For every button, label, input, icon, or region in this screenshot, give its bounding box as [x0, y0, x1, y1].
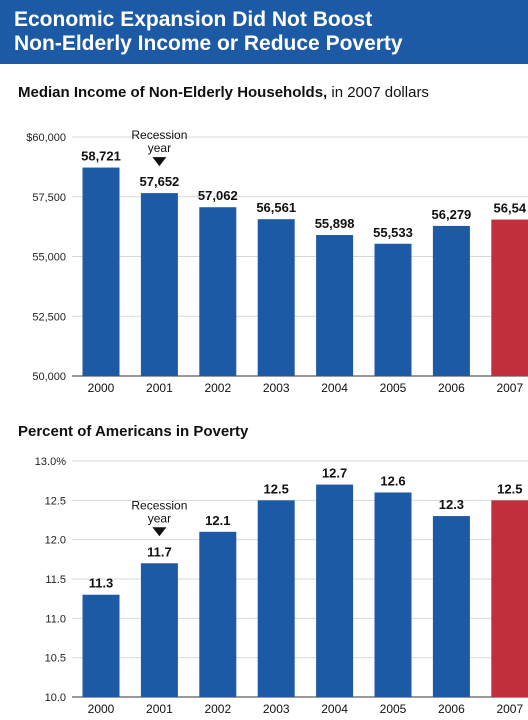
income-value-label-2000: 58,721	[81, 149, 121, 164]
poverty-bar-2006	[432, 516, 470, 697]
income-bar-2003	[257, 219, 295, 376]
poverty-value-label-2007: 12.5	[497, 481, 522, 496]
poverty-value-label-2005: 12.6	[380, 473, 405, 488]
poverty-annotation-line1: Recession	[131, 498, 187, 512]
poverty-annotation-arrow-icon	[152, 527, 167, 537]
income-xtick-label-2004: 2004	[321, 381, 348, 395]
poverty-ytick-label: 12.0	[45, 535, 66, 547]
poverty-value-label-2004: 12.7	[322, 466, 347, 481]
income-xtick-label-2007: 2007	[496, 381, 523, 395]
income-value-label-2002: 57,062	[198, 188, 238, 203]
poverty-bar-2003	[257, 500, 295, 697]
poverty-value-label-2003: 12.5	[264, 481, 289, 496]
income-ytick-label: 52,500	[32, 311, 66, 323]
header-title-line1: Economic Expansion Did Not Boost	[14, 8, 373, 31]
header-banner: Economic Expansion Did Not Boost Non-Eld…	[0, 0, 528, 64]
poverty-bar-chart: 10.0 10.5 11.0 11.5 12.0 12.5 13.0% 11.3 2000 11.…	[35, 456, 528, 716]
income-ytick-label: 50,000	[32, 371, 66, 383]
poverty-bar-2000	[82, 594, 120, 697]
poverty-xtick-label-2003: 2003	[263, 702, 290, 716]
poverty-bar-2007	[491, 500, 528, 697]
income-bar-2002	[199, 207, 237, 376]
poverty-chart-title-bold: Percent of Americans in Poverty	[18, 423, 249, 440]
income-chart-title-bold: Median Income of Non-Elderly Households,	[18, 84, 328, 101]
poverty-ytick-label: 10.5	[45, 653, 66, 665]
poverty-bar-2002	[199, 531, 237, 697]
income-bar-2001	[140, 193, 178, 376]
income-bar-2005	[374, 243, 412, 376]
poverty-xtick-label-2004: 2004	[321, 702, 348, 716]
poverty-ytick-label: 11.0	[45, 613, 66, 625]
income-xtick-label-2005: 2005	[380, 381, 407, 395]
poverty-value-label-2000: 11.3	[89, 576, 114, 591]
header-title-line2: Non-Elderly Income or Reduce Poverty	[14, 32, 403, 55]
poverty-xtick-label-2000: 2000	[88, 702, 115, 716]
income-xtick-label-2000: 2000	[88, 381, 115, 395]
poverty-bar-2001	[140, 563, 178, 697]
income-value-label-2007: 56,54	[494, 201, 527, 216]
income-annotation-line1: Recession	[131, 128, 187, 142]
income-bar-chart: 50,000 52,500 55,000 57,500 $60,000 58,721 200…	[26, 128, 528, 395]
income-value-label-2004: 55,898	[315, 216, 355, 231]
income-ytick-label: 55,000	[32, 252, 66, 264]
income-xtick-label-2006: 2006	[438, 381, 465, 395]
poverty-annotation-line2: year	[148, 511, 171, 525]
poverty-bar-2004	[316, 484, 354, 697]
income-value-label-2006: 56,279	[432, 207, 472, 222]
income-chart-title: Median Income of Non-Elderly Households,…	[18, 84, 429, 101]
income-chart-title-rest: in 2007 dollars	[327, 84, 429, 101]
poverty-xtick-label-2002: 2002	[204, 702, 231, 716]
poverty-value-label-2002: 12.1	[205, 513, 230, 528]
poverty-xtick-label-2001: 2001	[146, 702, 173, 716]
poverty-ytick-label: 10.0	[45, 692, 66, 704]
income-xtick-label-2002: 2002	[204, 381, 231, 395]
income-value-label-2005: 55,533	[373, 225, 413, 240]
poverty-xtick-label-2006: 2006	[438, 702, 465, 716]
income-value-label-2001: 57,652	[140, 174, 180, 189]
poverty-bar-2005	[374, 492, 412, 697]
poverty-ytick-label: 13.0%	[35, 456, 66, 468]
income-bar-2004	[316, 235, 354, 376]
income-bar-2007	[491, 219, 528, 376]
income-bar-2000	[82, 167, 120, 376]
poverty-xtick-label-2005: 2005	[380, 702, 407, 716]
income-ytick-label: 57,500	[32, 192, 66, 204]
poverty-xtick-label-2007: 2007	[496, 702, 523, 716]
poverty-ytick-label: 11.5	[45, 574, 66, 586]
income-xtick-label-2003: 2003	[263, 381, 290, 395]
income-ytick-label: $60,000	[26, 132, 66, 144]
poverty-value-label-2006: 12.3	[439, 497, 464, 512]
income-xtick-label-2001: 2001	[146, 381, 173, 395]
income-value-label-2003: 56,561	[256, 200, 296, 215]
poverty-ytick-label: 12.5	[45, 495, 66, 507]
income-bar-2006	[432, 225, 470, 376]
poverty-value-label-2001: 11.7	[147, 544, 172, 559]
poverty-chart-title: Percent of Americans in Poverty	[18, 423, 248, 440]
income-annotation-line2: year	[148, 141, 171, 155]
income-annotation-arrow-icon	[152, 157, 167, 167]
